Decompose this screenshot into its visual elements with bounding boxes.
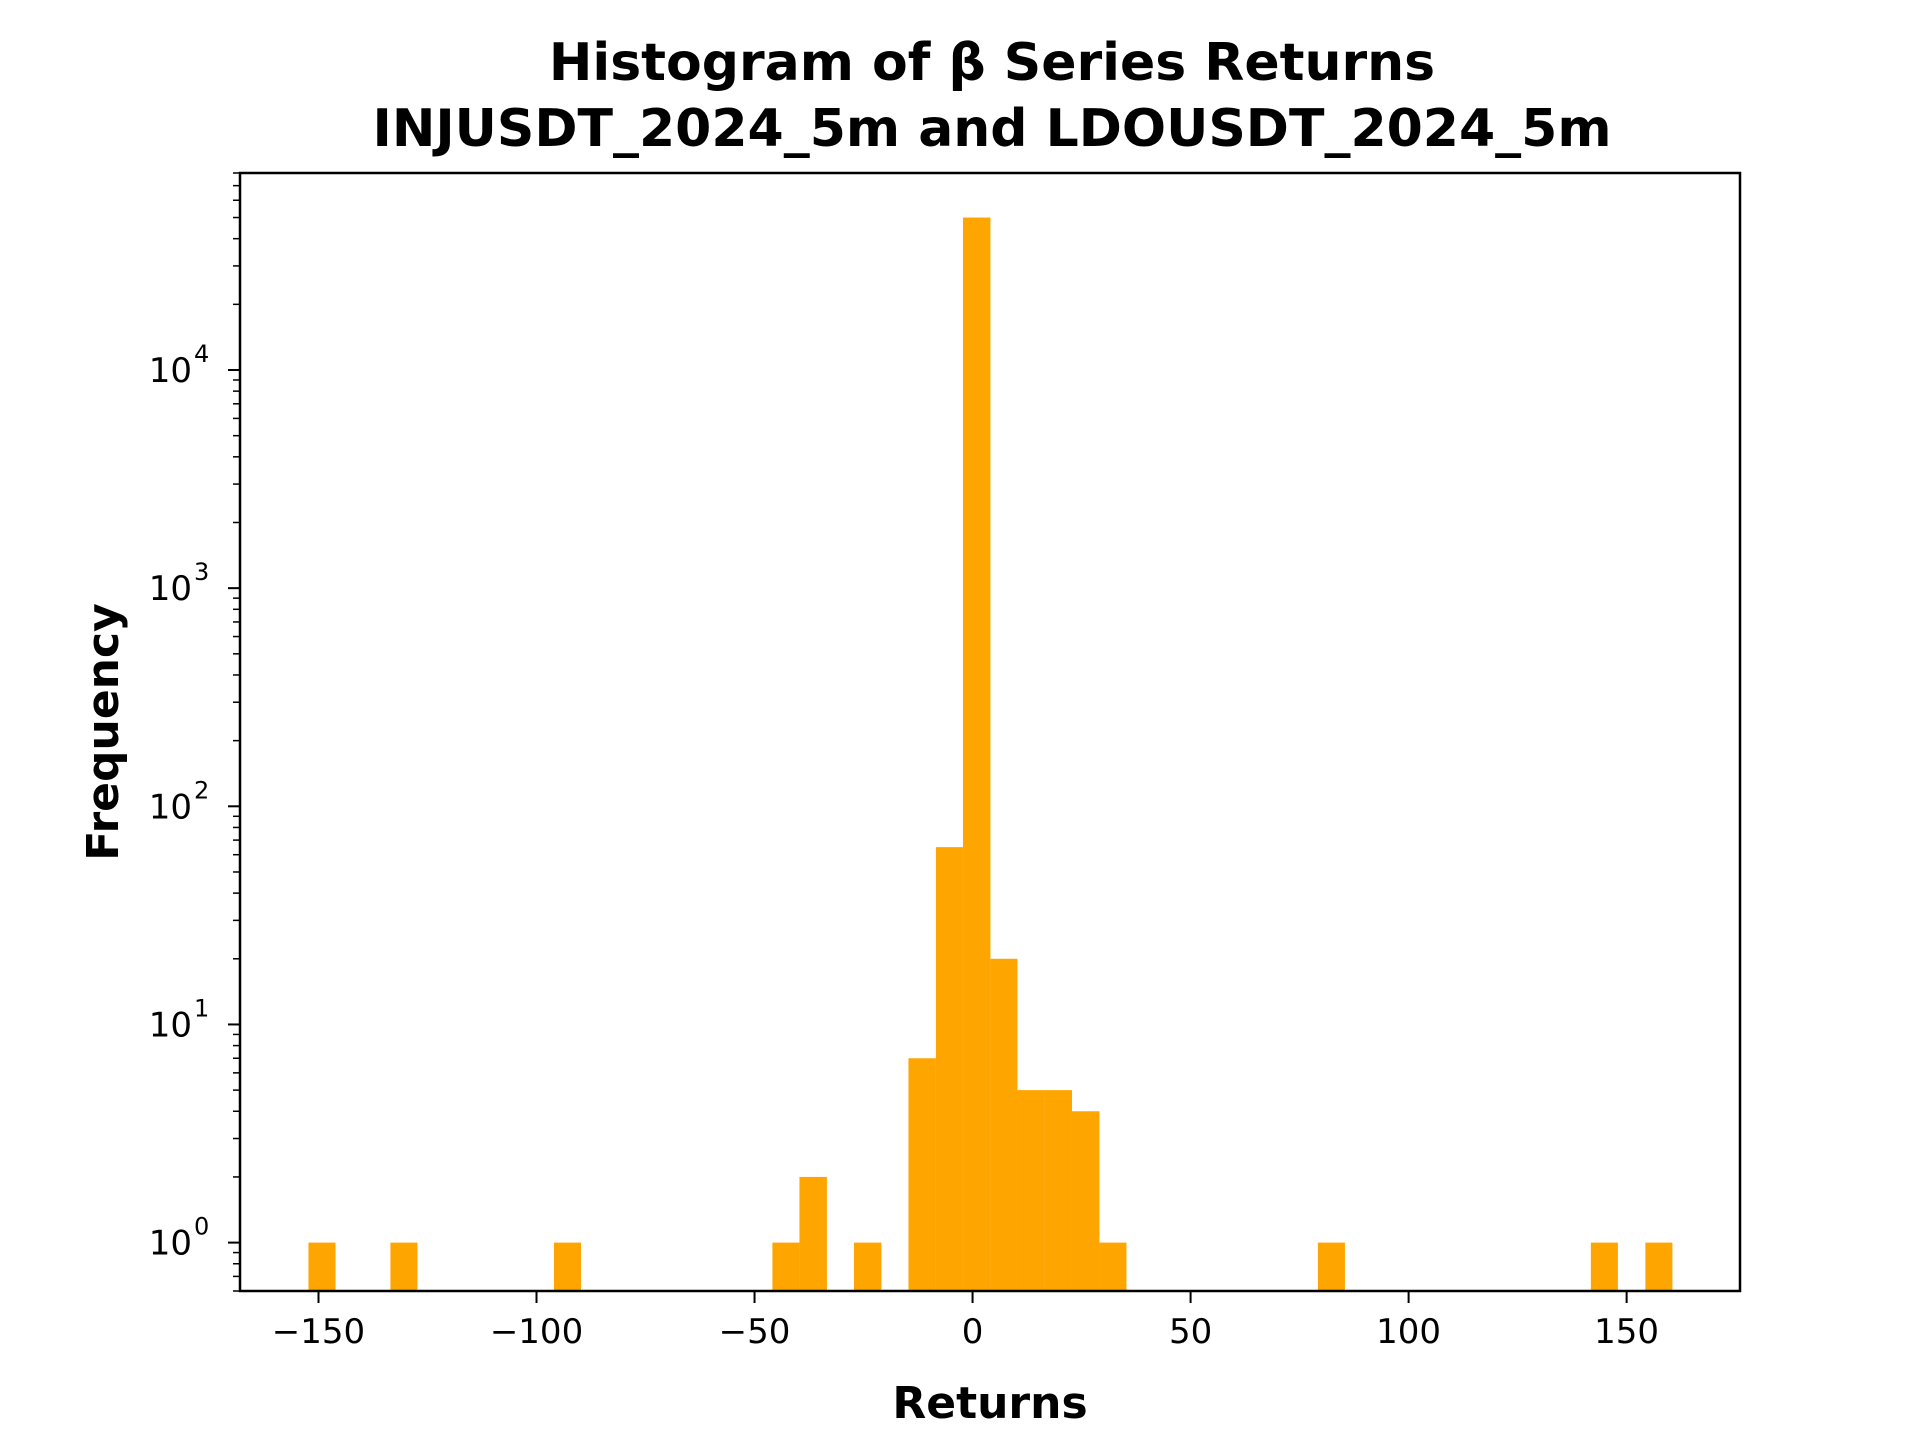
histogram-bar-13 [1099,1242,1127,1291]
chart-title-line-1: Histogram of β Series Returns [549,33,1435,93]
histogram-bar-14 [1317,1242,1345,1291]
y-tick-label-0: 10 [149,1224,192,1264]
histogram-bar-5 [853,1242,882,1291]
y-tick-exponent-1: 1 [194,994,209,1022]
histogram-bar-15 [1590,1242,1618,1291]
y-tick-label-3: 10 [149,569,192,609]
y-tick-label-4: 10 [149,351,192,391]
histogram-bar-6 [908,1058,936,1291]
histogram-bar-4 [799,1176,827,1291]
y-tick-exponent-2: 2 [194,776,209,804]
histogram-bar-10 [1017,1090,1045,1291]
histogram-bar-8 [962,217,991,1291]
y-tick-exponent-3: 3 [194,558,209,586]
histogram-bar-12 [1071,1111,1100,1291]
histogram-bar-0 [308,1242,336,1291]
x-axis-ticks: −150 −100 −50 0 50 100 150 [272,1291,1659,1352]
x-tick-label-1: −100 [490,1312,583,1352]
chart-title-line-2: INJUSDT_2024_5m and LDOUSDT_2024_5m [372,99,1611,159]
histogram-bar-3 [772,1242,800,1291]
x-tick-label-6: 150 [1594,1312,1659,1352]
x-tick-label-4: 50 [1169,1312,1212,1352]
x-axis-label: Returns [892,1378,1087,1429]
plot-frame [238,171,1742,1293]
bars-layer [308,217,1673,1291]
x-tick-label-0: −150 [272,1312,365,1352]
x-tick-label-3: 0 [962,1312,984,1352]
histogram-bar-1 [390,1242,418,1291]
y-tick-exponent-4: 4 [194,340,209,368]
y-tick-label-1: 10 [149,1005,192,1045]
x-tick-label-5: 100 [1376,1312,1441,1352]
histogram-bar-2 [553,1242,581,1291]
histogram-bar-16 [1645,1242,1673,1291]
y-tick-label-2: 10 [149,787,192,827]
histogram-bar-7 [935,847,963,1291]
histogram-bar-11 [1044,1090,1072,1291]
y-tick-exponent-0: 0 [194,1213,209,1241]
y-axis-label: Frequency [78,603,129,861]
x-tick-label-2: −50 [719,1312,791,1352]
histogram-bar-9 [990,958,1018,1291]
